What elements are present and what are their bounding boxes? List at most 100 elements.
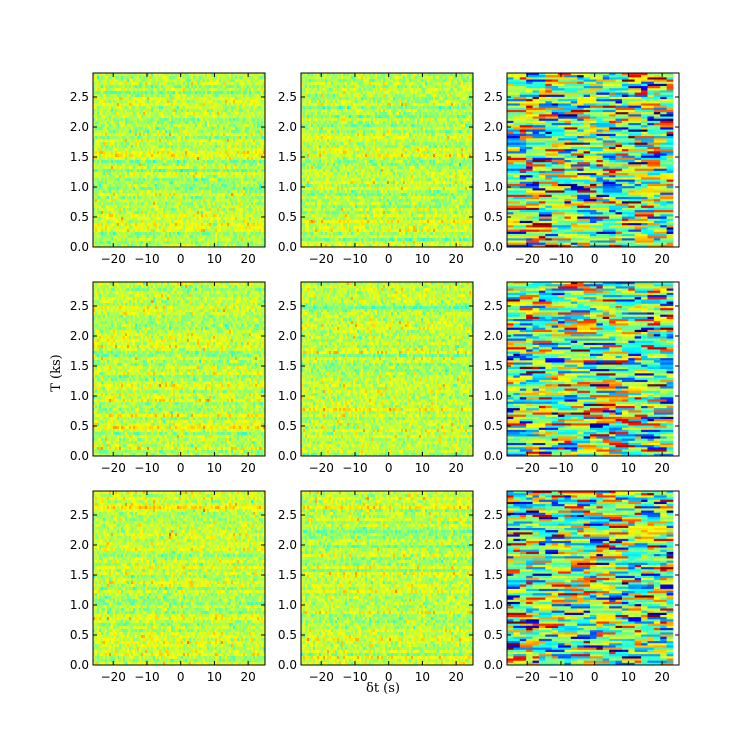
heatmap-cell bbox=[219, 106, 222, 110]
heatmap-cell bbox=[247, 190, 250, 194]
heatmap-cell bbox=[225, 226, 228, 230]
heatmap-cell bbox=[201, 106, 204, 110]
heatmap-cell bbox=[119, 136, 122, 140]
heatmap-cell bbox=[215, 229, 218, 233]
heatmap-cell bbox=[235, 100, 238, 104]
heatmap-cell bbox=[231, 121, 234, 125]
heatmap-cell bbox=[231, 91, 234, 95]
heatmap-cell bbox=[105, 73, 108, 77]
heatmap-cell bbox=[199, 106, 202, 110]
heatmap-cell bbox=[119, 184, 122, 188]
heatmap-cell bbox=[227, 130, 230, 134]
heatmap-cell bbox=[149, 205, 152, 209]
heatmap-cell bbox=[255, 100, 258, 104]
heatmap-cell bbox=[259, 139, 262, 143]
heatmap-cell bbox=[145, 187, 148, 191]
heatmap-cell bbox=[135, 220, 138, 224]
heatmap-cell bbox=[155, 136, 158, 140]
heatmap-cell bbox=[225, 202, 228, 206]
heatmap-cell bbox=[211, 202, 214, 206]
heatmap-cell bbox=[163, 121, 166, 125]
heatmap-cell bbox=[161, 136, 164, 140]
heatmap-cell bbox=[117, 136, 120, 140]
heatmap-cell bbox=[201, 202, 204, 206]
heatmap-cell bbox=[225, 238, 228, 242]
heatmap-cell bbox=[133, 232, 136, 236]
heatmap-cell bbox=[203, 229, 206, 233]
heatmap-cell bbox=[245, 196, 248, 200]
heatmap-cell bbox=[139, 172, 142, 176]
heatmap-cell bbox=[145, 244, 148, 248]
heatmap-cell bbox=[149, 154, 152, 158]
heatmap-cell bbox=[175, 232, 178, 236]
heatmap-cell bbox=[127, 115, 130, 119]
heatmap-cell bbox=[253, 73, 256, 77]
heatmap-cell bbox=[223, 127, 226, 131]
heatmap-cell bbox=[139, 88, 142, 92]
heatmap-cell bbox=[105, 166, 108, 170]
heatmap-cell bbox=[135, 190, 138, 194]
heatmap-cell bbox=[207, 160, 210, 164]
heatmap-cell bbox=[133, 178, 136, 182]
heatmap-cell bbox=[93, 115, 96, 119]
heatmap-cell bbox=[221, 91, 224, 95]
heatmap-cell bbox=[235, 211, 238, 215]
heatmap-cell bbox=[161, 223, 164, 227]
heatmap-cell bbox=[225, 229, 228, 233]
heatmap-cell bbox=[147, 151, 150, 155]
heatmap-cell bbox=[145, 79, 148, 83]
heatmap-cell bbox=[209, 115, 212, 119]
heatmap-cell bbox=[245, 244, 248, 248]
heatmap-cell bbox=[141, 148, 144, 152]
heatmap-cell bbox=[233, 214, 236, 218]
heatmap-cell bbox=[107, 100, 110, 104]
heatmap-cell bbox=[121, 163, 124, 167]
heatmap-cell bbox=[199, 232, 202, 236]
heatmap-cell bbox=[175, 124, 178, 128]
heatmap-cell bbox=[225, 235, 228, 239]
heatmap-cell bbox=[187, 88, 190, 92]
heatmap-cell bbox=[211, 82, 214, 86]
heatmap-cell bbox=[235, 88, 238, 92]
heatmap-cell bbox=[121, 205, 124, 209]
heatmap-cell bbox=[195, 172, 198, 176]
heatmap-cell bbox=[153, 85, 156, 89]
heatmap-cell bbox=[195, 85, 198, 89]
heatmap-cell bbox=[229, 130, 232, 134]
heatmap-cell bbox=[157, 88, 160, 92]
heatmap-cell bbox=[221, 82, 224, 86]
heatmap-cell bbox=[147, 94, 150, 98]
heatmap-cell bbox=[137, 91, 140, 95]
heatmap-cell bbox=[159, 163, 162, 167]
heatmap-cell bbox=[157, 79, 160, 83]
heatmap-cell bbox=[217, 187, 220, 191]
heatmap-cell bbox=[181, 79, 184, 83]
heatmap-cell bbox=[145, 157, 148, 161]
heatmap-cell bbox=[225, 208, 228, 212]
heatmap-cell bbox=[191, 139, 194, 143]
heatmap-cell bbox=[143, 226, 146, 230]
heatmap-cell bbox=[259, 94, 262, 98]
heatmap-cell bbox=[257, 139, 260, 143]
heatmap-cell bbox=[97, 133, 100, 137]
heatmap-cell bbox=[127, 121, 130, 125]
heatmap-cell bbox=[191, 145, 194, 149]
heatmap-cell bbox=[115, 88, 118, 92]
heatmap-cell bbox=[169, 232, 172, 236]
heatmap-cell bbox=[237, 175, 240, 179]
heatmap-cell bbox=[255, 223, 258, 227]
heatmap-cell bbox=[145, 154, 148, 158]
heatmap-cell bbox=[111, 172, 114, 176]
heatmap-cell bbox=[97, 244, 100, 248]
heatmap-cell bbox=[229, 160, 232, 164]
heatmap-cell bbox=[253, 178, 256, 182]
heatmap-cell bbox=[253, 151, 256, 155]
heatmap-cell bbox=[187, 139, 190, 143]
heatmap-cell bbox=[249, 238, 252, 242]
heatmap-cell bbox=[251, 166, 254, 170]
heatmap-cell bbox=[241, 196, 244, 200]
heatmap-cell bbox=[147, 178, 150, 182]
heatmap-cell bbox=[151, 124, 154, 128]
heatmap-cell bbox=[133, 106, 136, 110]
heatmap-cell bbox=[121, 187, 124, 191]
